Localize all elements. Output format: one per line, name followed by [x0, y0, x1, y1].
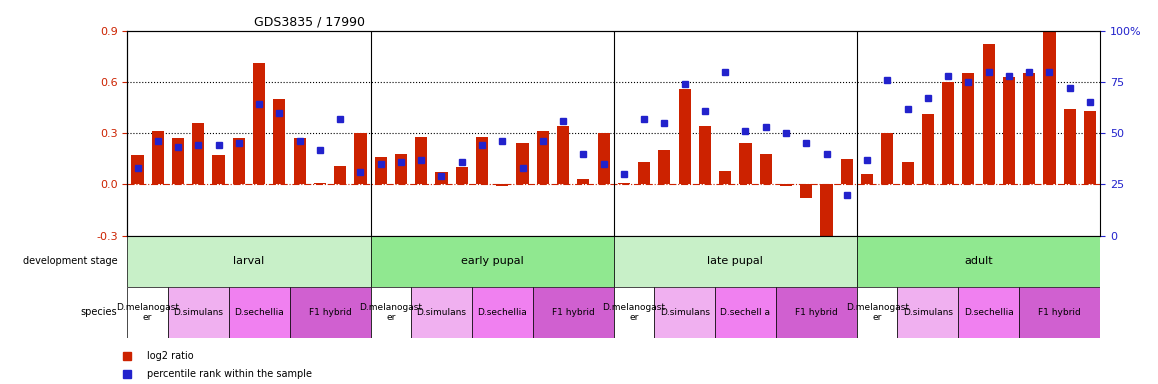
Text: species: species	[81, 307, 117, 317]
Text: D.melanogast
er: D.melanogast er	[359, 303, 423, 322]
FancyBboxPatch shape	[857, 235, 1100, 287]
Bar	[658, 150, 670, 184]
Bar	[476, 137, 489, 184]
Bar	[820, 184, 833, 256]
FancyBboxPatch shape	[654, 287, 714, 338]
Bar	[415, 137, 427, 184]
FancyBboxPatch shape	[714, 287, 776, 338]
Text: F1 hybrid: F1 hybrid	[309, 308, 351, 317]
Text: F1 hybrid: F1 hybrid	[1039, 308, 1080, 317]
Text: early pupal: early pupal	[461, 256, 523, 266]
FancyBboxPatch shape	[127, 235, 371, 287]
Text: D.melanogast
er: D.melanogast er	[845, 303, 909, 322]
Text: D.sechell a: D.sechell a	[720, 308, 770, 317]
Bar	[962, 73, 974, 184]
Bar	[496, 184, 508, 186]
Text: GDS3835 / 17990: GDS3835 / 17990	[254, 15, 365, 28]
Bar	[739, 143, 752, 184]
Bar	[982, 45, 995, 184]
Bar	[152, 131, 163, 184]
Bar	[577, 179, 589, 184]
Bar	[941, 82, 954, 184]
Bar	[395, 154, 406, 184]
Bar	[213, 155, 225, 184]
Text: F1 hybrid: F1 hybrid	[552, 308, 594, 317]
Bar	[192, 123, 204, 184]
FancyBboxPatch shape	[411, 287, 471, 338]
FancyBboxPatch shape	[776, 287, 857, 338]
FancyBboxPatch shape	[371, 235, 614, 287]
FancyBboxPatch shape	[290, 287, 371, 338]
Bar	[455, 167, 468, 184]
FancyBboxPatch shape	[1019, 287, 1100, 338]
Bar	[171, 138, 184, 184]
Bar	[131, 155, 144, 184]
Bar	[334, 166, 346, 184]
Text: D.simulans: D.simulans	[417, 308, 467, 317]
FancyBboxPatch shape	[897, 287, 958, 338]
Bar	[638, 162, 650, 184]
FancyBboxPatch shape	[168, 287, 228, 338]
FancyBboxPatch shape	[127, 287, 168, 338]
Text: larval: larval	[234, 256, 264, 266]
Bar	[698, 126, 711, 184]
Text: D.sechellia: D.sechellia	[477, 308, 527, 317]
Bar	[901, 162, 914, 184]
Bar	[617, 183, 630, 184]
Bar	[760, 154, 771, 184]
Bar	[557, 126, 569, 184]
Bar	[354, 133, 366, 184]
Bar	[374, 157, 387, 184]
Bar	[435, 172, 447, 184]
Text: D.simulans: D.simulans	[660, 308, 710, 317]
FancyBboxPatch shape	[958, 287, 1019, 338]
Bar	[252, 63, 265, 184]
Bar	[922, 114, 933, 184]
Bar	[679, 89, 690, 184]
Bar	[800, 184, 812, 198]
Text: F1 hybrid: F1 hybrid	[796, 308, 837, 317]
Text: D.simulans: D.simulans	[903, 308, 953, 317]
FancyBboxPatch shape	[228, 287, 290, 338]
Text: percentile rank within the sample: percentile rank within the sample	[147, 369, 312, 379]
Bar	[1084, 111, 1095, 184]
FancyBboxPatch shape	[533, 287, 614, 338]
Text: D.sechellia: D.sechellia	[234, 308, 284, 317]
Bar	[1043, 32, 1056, 184]
Bar	[1023, 73, 1035, 184]
Bar	[779, 184, 792, 186]
FancyBboxPatch shape	[614, 287, 654, 338]
Text: D.melanogast
er: D.melanogast er	[602, 303, 666, 322]
FancyBboxPatch shape	[371, 287, 411, 338]
Bar	[314, 183, 327, 184]
Bar	[536, 131, 549, 184]
Bar	[233, 138, 244, 184]
Bar	[1003, 77, 1014, 184]
Bar	[273, 99, 285, 184]
Text: late pupal: late pupal	[708, 256, 763, 266]
Text: D.simulans: D.simulans	[174, 308, 223, 317]
FancyBboxPatch shape	[857, 287, 897, 338]
Bar	[1063, 109, 1076, 184]
Bar	[294, 138, 306, 184]
Bar	[598, 133, 609, 184]
Bar	[841, 159, 852, 184]
FancyBboxPatch shape	[471, 287, 533, 338]
Text: D.sechellia: D.sechellia	[963, 308, 1013, 317]
Text: development stage: development stage	[23, 256, 117, 266]
FancyBboxPatch shape	[614, 235, 857, 287]
Bar	[881, 133, 893, 184]
Text: adult: adult	[965, 256, 992, 266]
Bar	[860, 174, 873, 184]
Bar	[516, 143, 528, 184]
Text: D.melanogast
er: D.melanogast er	[116, 303, 179, 322]
Bar	[719, 170, 732, 184]
Text: log2 ratio: log2 ratio	[147, 351, 193, 361]
